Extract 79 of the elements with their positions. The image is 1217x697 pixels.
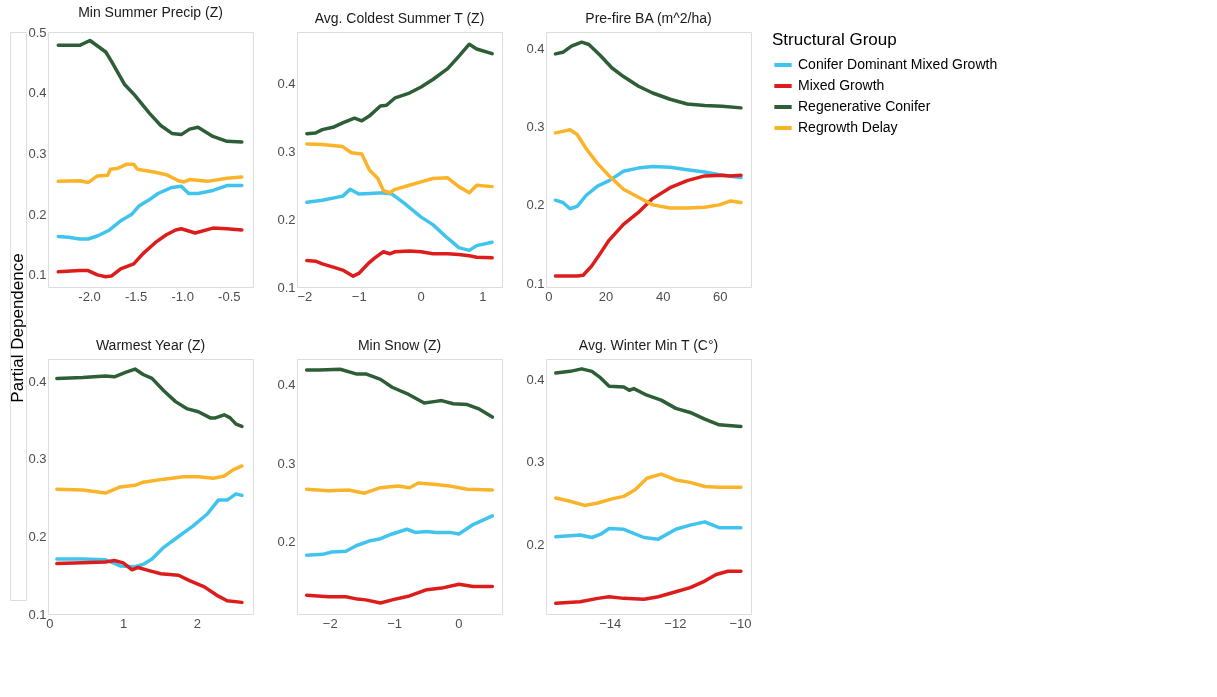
y-tick-label: 0.2 (28, 528, 47, 544)
line-series (305, 42, 494, 136)
line-series (56, 162, 244, 185)
line-series (553, 128, 743, 210)
line-series (553, 173, 743, 278)
x-tick-label: 20 (598, 288, 614, 304)
x-tick-label: 2 (193, 615, 202, 631)
y-tick-label: 0.2 (28, 206, 47, 222)
x-tick-label: 1 (120, 615, 128, 631)
chart-title: Avg. Coldest Summer T (Z) (314, 10, 485, 26)
legend-label: Regenerative Conifer (798, 98, 931, 114)
line-series (55, 464, 244, 495)
line-series (55, 558, 244, 605)
legend-label: Regrowth Delay (798, 119, 898, 135)
chart-title: Min Snow (Z) (357, 337, 442, 353)
line-series (55, 367, 244, 429)
y-tick-label: 0.3 (28, 145, 47, 161)
y-tick-label: 0.4 (526, 40, 545, 56)
y-tick-label: 0.3 (28, 451, 47, 467)
x-tick-label: −10 (729, 615, 752, 631)
x-tick-label: 0 (455, 615, 463, 631)
line-series (554, 367, 743, 429)
line-series (56, 226, 244, 279)
line-series (305, 187, 494, 253)
x-tick-label: -1.0 (171, 288, 194, 304)
chart-title: Avg. Winter Min T (C°) (578, 337, 719, 353)
x-tick-label: −14 (599, 615, 622, 631)
y-tick-label: 0.4 (277, 76, 296, 92)
y-tick-label: 0.4 (28, 85, 47, 101)
line-series (56, 183, 244, 241)
y-tick-label: 0.2 (277, 211, 296, 227)
y-tick-label: 0.1 (28, 606, 47, 622)
line-series (553, 40, 743, 110)
legend-title: Structural Group (772, 30, 897, 49)
x-tick-label: -0.5 (218, 288, 241, 304)
line-series (554, 520, 743, 541)
x-tick-label: 0 (545, 288, 553, 304)
line-series (305, 142, 494, 195)
x-tick-label: −12 (664, 615, 687, 631)
y-tick-label: 0.4 (526, 372, 545, 388)
x-tick-label: -2.0 (78, 288, 101, 304)
x-tick-label: 1 (479, 288, 487, 304)
y-tick-label: 0.3 (277, 455, 296, 471)
y-tick-label: 0.1 (277, 279, 296, 295)
x-tick-label: 60 (713, 288, 728, 304)
y-tick-label: 0.2 (277, 534, 296, 550)
y-tick-label: 0.1 (526, 275, 545, 291)
chart-title: Warmest Year (Z) (95, 337, 206, 353)
line-series (304, 367, 495, 419)
legend-label: Conifer Dominant Mixed Growth (798, 56, 998, 72)
y-tick-label: 0.3 (526, 454, 545, 470)
chart-title: Pre-fire BA (m^2/ha) (585, 10, 712, 26)
y-tick-label: 0.3 (526, 119, 545, 135)
y-tick-label: 0.2 (526, 197, 545, 213)
x-tick-label: −1 (387, 615, 402, 631)
line-series (304, 481, 495, 495)
x-tick-label: 0 (417, 288, 425, 304)
y-axis-title: Partial Dependence (8, 253, 27, 403)
x-tick-label: −1 (351, 288, 367, 304)
y-tick-label: 0.3 (277, 143, 296, 159)
chart-title: Min Summer Precip (Z) (78, 4, 223, 20)
line-series (554, 569, 743, 606)
y-tick-label: 0.4 (277, 377, 296, 393)
line-series (305, 249, 494, 278)
line-series (554, 472, 743, 508)
x-tick-label: 40 (655, 288, 671, 304)
x-tick-label: −2 (297, 288, 313, 304)
line-series (56, 38, 244, 144)
y-tick-label: 0.2 (526, 536, 545, 552)
y-tick-label: 0.1 (28, 267, 47, 283)
y-tick-label: 0.5 (28, 24, 47, 40)
y-tick-label: 0.4 (28, 373, 47, 389)
legend-label: Mixed Growth (798, 77, 885, 93)
line-series (304, 514, 495, 557)
line-series (55, 492, 244, 569)
x-tick-label: −2 (322, 615, 338, 631)
x-tick-label: -1.5 (124, 288, 148, 304)
x-tick-label: 0 (46, 615, 54, 631)
line-series (304, 582, 495, 605)
